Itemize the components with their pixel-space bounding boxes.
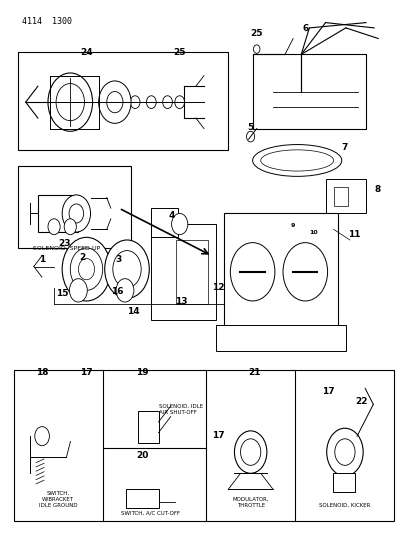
Circle shape [105, 240, 149, 298]
Text: 18: 18 [36, 368, 48, 377]
Bar [334, 187, 348, 206]
Bar [216, 325, 346, 351]
Circle shape [231, 243, 275, 301]
Circle shape [62, 237, 111, 301]
Circle shape [146, 96, 156, 109]
Circle shape [99, 81, 131, 123]
Circle shape [69, 279, 87, 302]
Text: 17: 17 [80, 368, 93, 377]
Text: 3: 3 [116, 255, 122, 264]
Circle shape [48, 73, 93, 131]
Circle shape [253, 45, 260, 53]
Text: 15: 15 [56, 289, 69, 297]
Circle shape [175, 96, 184, 109]
Text: SOLENOID, IDLE
AIR SHUT-OFF: SOLENOID, IDLE AIR SHUT-OFF [159, 404, 203, 415]
Text: 21: 21 [248, 368, 261, 377]
Circle shape [335, 439, 355, 465]
Circle shape [235, 431, 267, 473]
Circle shape [64, 219, 76, 235]
Circle shape [246, 131, 255, 142]
Circle shape [308, 236, 319, 249]
Text: 25: 25 [251, 29, 263, 38]
Text: SWITCH, A/C CUT-OFF: SWITCH, A/C CUT-OFF [121, 511, 180, 515]
Text: MODULATOR,
THROTTLE: MODULATOR, THROTTLE [232, 497, 269, 508]
Circle shape [62, 195, 91, 232]
Circle shape [116, 279, 134, 302]
Text: 9: 9 [291, 223, 295, 228]
Text: 25: 25 [173, 48, 186, 57]
Circle shape [163, 96, 173, 109]
Text: 1: 1 [39, 255, 45, 264]
Text: 22: 22 [355, 398, 367, 406]
Text: 2: 2 [79, 253, 86, 262]
Circle shape [56, 84, 84, 120]
Text: 19: 19 [136, 368, 149, 377]
Text: 17: 17 [322, 387, 335, 396]
Circle shape [70, 248, 103, 290]
Circle shape [241, 439, 261, 465]
Bar [13, 370, 395, 521]
Circle shape [283, 243, 328, 301]
Text: SOLENOID, KICKER: SOLENOID, KICKER [319, 503, 370, 508]
Circle shape [78, 259, 95, 280]
Text: 16: 16 [111, 287, 123, 296]
Text: 12: 12 [212, 284, 224, 293]
Text: 4114  1300: 4114 1300 [22, 17, 72, 26]
Text: 23: 23 [58, 239, 71, 248]
Circle shape [35, 426, 49, 446]
Bar [326, 179, 366, 214]
Circle shape [327, 428, 363, 476]
Text: SWITCH,
W/BRACKET
IDLE GROUND: SWITCH, W/BRACKET IDLE GROUND [39, 491, 78, 508]
Circle shape [172, 214, 188, 235]
Bar [175, 240, 208, 304]
Text: 5: 5 [248, 123, 254, 132]
Circle shape [48, 219, 60, 235]
Circle shape [130, 96, 140, 109]
Text: 6: 6 [302, 23, 308, 33]
Circle shape [288, 231, 298, 244]
Bar [151, 208, 177, 237]
Text: 10: 10 [309, 230, 318, 235]
Text: 7: 7 [342, 143, 348, 152]
Circle shape [69, 204, 84, 223]
Text: 24: 24 [80, 48, 93, 57]
Text: 14: 14 [127, 307, 140, 316]
Text: SOLENOID, SPEED-UP: SOLENOID, SPEED-UP [33, 245, 100, 251]
Text: 20: 20 [136, 451, 149, 460]
Bar [333, 473, 355, 492]
Bar [138, 411, 159, 443]
Bar [126, 489, 159, 508]
Bar [151, 224, 216, 319]
Bar [18, 166, 131, 248]
Bar [18, 52, 228, 150]
Text: 13: 13 [175, 297, 188, 305]
Circle shape [113, 251, 141, 288]
Text: 8: 8 [374, 185, 380, 194]
Bar [224, 214, 338, 330]
Text: 17: 17 [212, 431, 224, 440]
Text: 11: 11 [348, 230, 360, 239]
Circle shape [107, 92, 123, 113]
Bar [38, 195, 78, 232]
Text: 4: 4 [169, 211, 175, 220]
